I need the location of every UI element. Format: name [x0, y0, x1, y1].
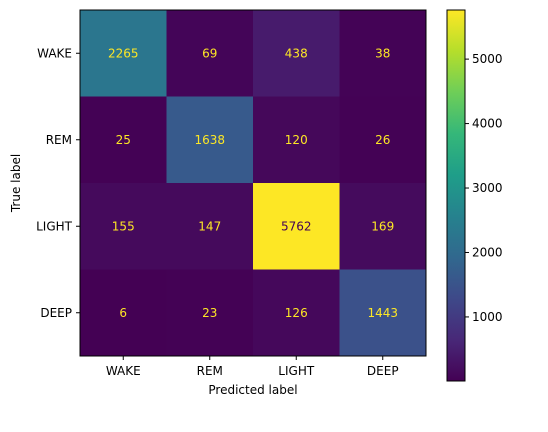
- heatmap-cell: [339, 183, 427, 270]
- x-tick-label: LIGHT: [278, 364, 315, 378]
- heatmap-cell: [253, 269, 340, 357]
- x-axis-label: Predicted label: [208, 383, 297, 397]
- cell-value-label: 2265: [108, 46, 139, 60]
- heatmap-cell: [339, 269, 427, 357]
- heatmap-cell: [253, 96, 340, 184]
- y-axis-ticks: WAKE REM LIGHT DEEP: [36, 46, 80, 320]
- cell-value-label: 120: [285, 133, 308, 147]
- y-axis-label: True label: [9, 154, 23, 213]
- colorbar-tick-label: 1000: [472, 310, 503, 324]
- cell-value-label: 38: [375, 46, 390, 60]
- colorbar-tick-label: 2000: [472, 245, 503, 259]
- cell-value-label: 155: [112, 219, 135, 233]
- cell-value-label: 5762: [281, 219, 312, 233]
- colorbar-tick-label: 4000: [472, 117, 503, 131]
- heatmap-cell: [80, 96, 167, 184]
- cell-value-label: 26: [375, 133, 390, 147]
- heatmap-cell: [166, 96, 254, 184]
- x-axis-ticks: WAKE REM LIGHT DEEP: [106, 356, 399, 378]
- heatmap-cells: [80, 10, 427, 357]
- y-tick-label: WAKE: [37, 46, 72, 60]
- x-tick-label: REM: [197, 364, 223, 378]
- x-tick-label: DEEP: [367, 364, 399, 378]
- cell-value-label: 147: [198, 219, 221, 233]
- cell-value-label: 126: [285, 306, 308, 320]
- y-tick-label: REM: [46, 133, 72, 147]
- y-tick-label: LIGHT: [36, 219, 73, 233]
- colorbar-ticks: 1000 2000 3000 4000 5000: [465, 52, 503, 324]
- heatmap-cell: [166, 269, 254, 357]
- heatmap-cell: [80, 269, 167, 357]
- heatmap-cell: [80, 183, 167, 270]
- cell-value-label: 69: [202, 46, 217, 60]
- colorbar-tick-label: 3000: [472, 181, 503, 195]
- cell-value-label: 169: [371, 219, 394, 233]
- heatmap-cell: [166, 183, 254, 270]
- colorbar: [447, 10, 465, 381]
- colorbar-frame: [446, 9, 466, 382]
- cell-value-label: 438: [285, 46, 308, 60]
- x-tick-label: WAKE: [106, 364, 141, 378]
- cell-value-label: 6: [119, 306, 127, 320]
- colorbar-tick-label: 5000: [472, 52, 503, 66]
- heatmap-cell: [339, 96, 427, 184]
- heatmap-cell: [253, 10, 340, 97]
- cell-value-label: 25: [116, 133, 131, 147]
- cell-value-label: 1443: [367, 306, 398, 320]
- cell-value-label: 1638: [194, 133, 225, 147]
- y-tick-label: DEEP: [40, 306, 72, 320]
- cell-value-labels: 2265 69 438 38 25 1638 120 26 155 147 5762 169 6 23 12…: [108, 46, 398, 320]
- cell-value-label: 23: [202, 306, 217, 320]
- heatmap-cell: [253, 183, 340, 270]
- heatmap-cell: [339, 10, 427, 97]
- heatmap-cell: [80, 10, 167, 97]
- heatmap-cell: [166, 10, 254, 97]
- plot-frame: [79, 9, 427, 357]
